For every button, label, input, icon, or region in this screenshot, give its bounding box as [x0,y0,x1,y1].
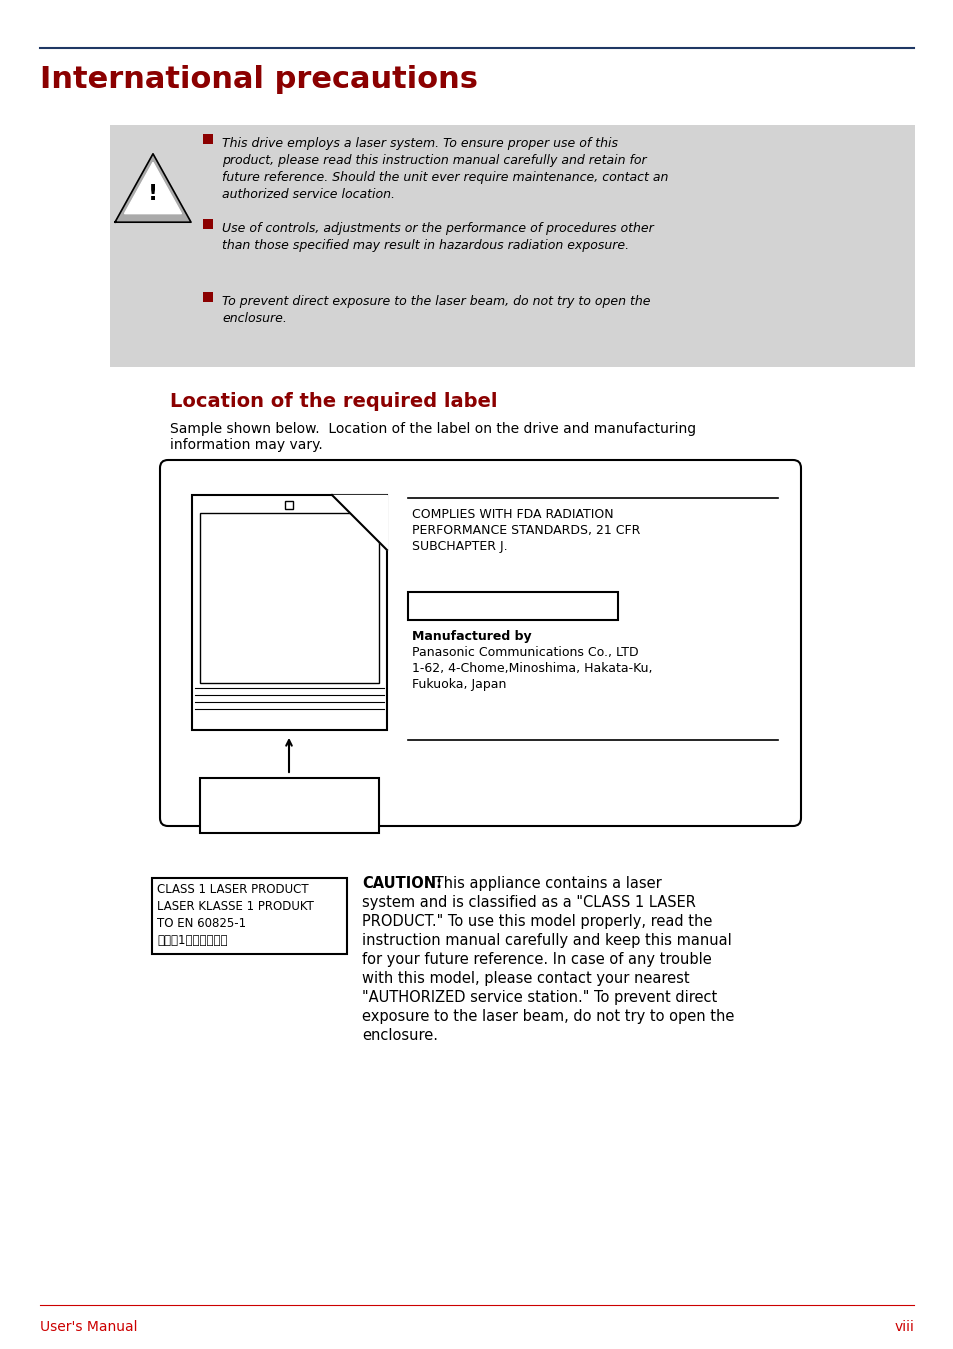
Bar [200,513,378,683]
Text: exposure to the laser beam, do not try to open the: exposure to the laser beam, do not try t… [361,1009,734,1024]
Polygon shape [115,154,191,223]
Bar [408,592,618,621]
Text: system and is classified as a "CLASS 1 LASER: system and is classified as a "CLASS 1 L… [361,894,695,911]
Text: COMPLIES WITH FDA RADIATION
PERFORMANCE STANDARDS, 21 CFR
SUBCHAPTER J.: COMPLIES WITH FDA RADIATION PERFORMANCE … [412,509,639,553]
Text: LASER KLASSE 1 PRODUKT: LASER KLASSE 1 PRODUKT [157,900,314,913]
Text: PRODUCT." To use this model properly, read the: PRODUCT." To use this model properly, re… [361,915,712,929]
Text: "AUTHORIZED service station." To prevent direct: "AUTHORIZED service station." To prevent… [361,990,717,1005]
Polygon shape [332,495,387,550]
Text: Panasonic Communications Co., LTD: Panasonic Communications Co., LTD [412,646,638,660]
Polygon shape [125,162,181,213]
Text: 1-62, 4-Chome,Minoshima, Hakata-Ku,: 1-62, 4-Chome,Minoshima, Hakata-Ku, [412,662,652,674]
Text: instruction manual carefully and keep this manual: instruction manual carefully and keep th… [361,934,731,948]
Text: クラス1レーザー製品: クラス1レーザー製品 [157,934,227,947]
Text: for your future reference. In case of any trouble: for your future reference. In case of an… [361,952,711,967]
Bar [110,125,914,367]
Text: viii: viii [893,1321,913,1334]
Text: Location of the required label: Location of the required label [170,393,497,411]
Text: Manufactured by: Manufactured by [412,630,531,643]
Text: Fukuoka, Japan: Fukuoka, Japan [412,679,506,691]
Text: This drive employs a laser system. To ensure proper use of this
product, please : This drive employs a laser system. To en… [222,138,668,201]
Text: TO EN 60825-1: TO EN 60825-1 [157,917,246,929]
Bar [192,495,387,730]
Text: !: ! [148,183,158,204]
Text: To prevent direct exposure to the laser beam, do not try to open the
enclosure.: To prevent direct exposure to the laser … [222,295,650,325]
Bar [203,134,213,144]
Text: CLASS 1 LASER PRODUCT: CLASS 1 LASER PRODUCT [157,884,309,896]
Bar [203,291,213,302]
Text: CAUTION:: CAUTION: [361,876,441,890]
Bar [285,500,293,509]
Bar [200,778,378,832]
Bar [152,878,347,954]
Bar [203,219,213,229]
Text: MANUFACTURED:: MANUFACTURED: [413,596,547,610]
Text: International precautions: International precautions [40,65,477,94]
Text: Use of controls, adjustments or the performance of procedures other
than those s: Use of controls, adjustments or the perf… [222,223,653,252]
Text: enclosure.: enclosure. [361,1028,437,1043]
Text: User's Manual: User's Manual [40,1321,137,1334]
Text: Sample shown below.  Location of the label on the drive and manufacturing
inform: Sample shown below. Location of the labe… [170,422,696,452]
Text: with this model, please contact your nearest: with this model, please contact your nea… [361,971,689,986]
FancyBboxPatch shape [160,460,801,826]
Text: This appliance contains a laser: This appliance contains a laser [430,876,661,890]
